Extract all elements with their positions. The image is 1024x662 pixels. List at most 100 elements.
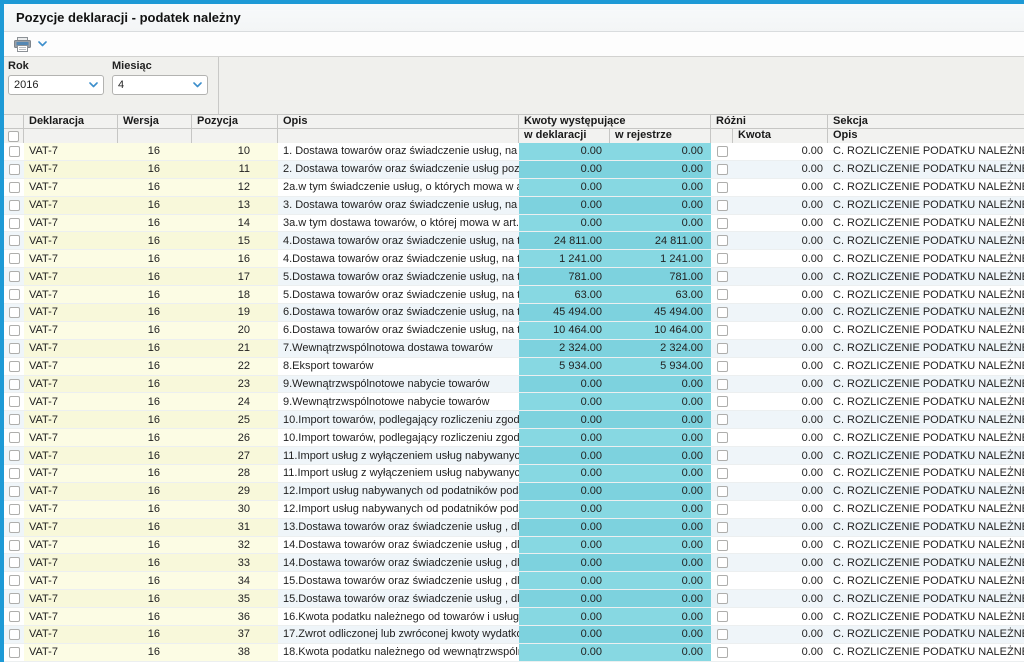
rozni-checkbox[interactable] <box>717 522 728 533</box>
rozni-checkbox[interactable] <box>717 396 728 407</box>
table-row[interactable]: VAT-7 16 21 7.Wewnątrzwspólnotowa dostaw… <box>4 340 1024 358</box>
table-row[interactable]: VAT-7 16 12 2a.w tym świadczenie usług, … <box>4 179 1024 197</box>
table-row[interactable]: VAT-7 16 29 12.Import usług nabywanych o… <box>4 483 1024 501</box>
row-checkbox[interactable] <box>9 146 20 157</box>
rozni-checkbox[interactable] <box>717 200 728 211</box>
row-checkbox[interactable] <box>9 540 20 551</box>
table-row[interactable]: VAT-7 16 16 4.Dostawa towarów oraz świad… <box>4 250 1024 268</box>
column-group-kwoty-wystepujace[interactable]: Kwoty występujące <box>519 115 711 129</box>
row-checkbox[interactable] <box>9 325 20 336</box>
row-checkbox[interactable] <box>9 379 20 390</box>
rozni-checkbox[interactable] <box>717 486 728 497</box>
rozni-checkbox[interactable] <box>717 253 728 264</box>
column-header-pozycja[interactable]: Pozycja <box>192 115 278 129</box>
column-header-w-deklaracji[interactable]: w deklaracji <box>519 129 610 143</box>
table-row[interactable]: VAT-7 16 18 5.Dostawa towarów oraz świad… <box>4 286 1024 304</box>
rozni-checkbox[interactable] <box>717 218 728 229</box>
rozni-checkbox[interactable] <box>717 164 728 175</box>
row-checkbox[interactable] <box>9 164 20 175</box>
rozni-checkbox[interactable] <box>717 361 728 372</box>
table-row[interactable]: VAT-7 16 33 14.Dostawa towarów oraz świa… <box>4 554 1024 572</box>
month-select[interactable]: 4 <box>112 75 208 95</box>
rozni-checkbox[interactable] <box>717 235 728 246</box>
rozni-checkbox[interactable] <box>717 414 728 425</box>
column-header-deklaracja[interactable]: Deklaracja <box>24 115 118 129</box>
rozni-checkbox[interactable] <box>717 307 728 318</box>
row-checkbox[interactable] <box>9 396 20 407</box>
rozni-checkbox[interactable] <box>717 647 728 658</box>
rozni-checkbox[interactable] <box>717 611 728 622</box>
table-row[interactable]: VAT-7 16 13 3. Dostawa towarów oraz świa… <box>4 197 1024 215</box>
rozni-checkbox[interactable] <box>717 468 728 479</box>
row-checkbox[interactable] <box>9 647 20 658</box>
row-checkbox[interactable] <box>9 629 20 640</box>
rozni-checkbox[interactable] <box>717 629 728 640</box>
table-row[interactable]: VAT-7 16 32 14.Dostawa towarów oraz świa… <box>4 537 1024 555</box>
row-checkbox[interactable] <box>9 468 20 479</box>
table-row[interactable]: VAT-7 16 36 16.Kwota podatku należnego o… <box>4 608 1024 626</box>
column-header-kwota[interactable]: Kwota <box>733 129 828 143</box>
rozni-checkbox[interactable] <box>717 271 728 282</box>
table-row[interactable]: VAT-7 16 37 17.Zwrot odliczonej lub zwró… <box>4 626 1024 644</box>
rozni-checkbox[interactable] <box>717 325 728 336</box>
table-row[interactable]: VAT-7 16 22 8.Eksport towarów 5 934.00 5… <box>4 358 1024 376</box>
row-checkbox[interactable] <box>9 307 20 318</box>
row-checkbox[interactable] <box>9 450 20 461</box>
table-row[interactable]: VAT-7 16 15 4.Dostawa towarów oraz świad… <box>4 232 1024 250</box>
table-row[interactable]: VAT-7 16 19 6.Dostawa towarów oraz świad… <box>4 304 1024 322</box>
row-checkbox[interactable] <box>9 200 20 211</box>
rozni-checkbox[interactable] <box>717 575 728 586</box>
rozni-checkbox[interactable] <box>717 289 728 300</box>
table-row[interactable]: VAT-7 16 38 18.Kwota podatku należnego o… <box>4 644 1024 662</box>
rozni-checkbox[interactable] <box>717 146 728 157</box>
row-checkbox[interactable] <box>9 522 20 533</box>
table-row[interactable]: VAT-7 16 14 3a.w tym dostawa towarów, o … <box>4 215 1024 233</box>
rozni-checkbox[interactable] <box>717 540 728 551</box>
table-row[interactable]: VAT-7 16 20 6.Dostawa towarów oraz świad… <box>4 322 1024 340</box>
row-checkbox[interactable] <box>9 557 20 568</box>
column-header-wersja[interactable]: Wersja <box>118 115 192 129</box>
column-group-sekcja[interactable]: Sekcja <box>828 115 1024 129</box>
column-header-w-rejestrze[interactable]: w rejestrze <box>610 129 711 143</box>
rozni-checkbox[interactable] <box>717 450 728 461</box>
row-checkbox[interactable] <box>9 504 20 515</box>
table-row[interactable]: VAT-7 16 30 12.Import usług nabywanych o… <box>4 501 1024 519</box>
table-row[interactable]: VAT-7 16 10 1. Dostawa towarów oraz świa… <box>4 143 1024 161</box>
rozni-checkbox[interactable] <box>717 182 728 193</box>
select-all-checkbox[interactable] <box>8 131 19 142</box>
column-header-opis[interactable]: Opis <box>278 115 519 129</box>
column-group-rozni[interactable]: Różni <box>711 115 828 129</box>
table-row[interactable]: VAT-7 16 28 11.Import usług z wyłączenie… <box>4 465 1024 483</box>
table-row[interactable]: VAT-7 16 11 2. Dostawa towarów oraz świa… <box>4 161 1024 179</box>
row-checkbox[interactable] <box>9 611 20 622</box>
row-checkbox[interactable] <box>9 343 20 354</box>
table-row[interactable]: VAT-7 16 34 15.Dostawa towarów oraz świa… <box>4 572 1024 590</box>
table-row[interactable]: VAT-7 16 24 9.Wewnątrzwspólnotowe nabyci… <box>4 393 1024 411</box>
table-row[interactable]: VAT-7 16 31 13.Dostawa towarów oraz świa… <box>4 519 1024 537</box>
rozni-checkbox[interactable] <box>717 432 728 443</box>
table-row[interactable]: VAT-7 16 25 10.Import towarów, podlegają… <box>4 411 1024 429</box>
table-row[interactable]: VAT-7 16 26 10.Import towarów, podlegają… <box>4 429 1024 447</box>
row-checkbox[interactable] <box>9 182 20 193</box>
row-checkbox[interactable] <box>9 432 20 443</box>
row-checkbox[interactable] <box>9 414 20 425</box>
rozni-checkbox[interactable] <box>717 593 728 604</box>
row-checkbox[interactable] <box>9 218 20 229</box>
row-checkbox[interactable] <box>9 575 20 586</box>
row-checkbox[interactable] <box>9 486 20 497</box>
rozni-checkbox[interactable] <box>717 557 728 568</box>
row-checkbox[interactable] <box>9 271 20 282</box>
table-row[interactable]: VAT-7 16 17 5.Dostawa towarów oraz świad… <box>4 268 1024 286</box>
table-row[interactable]: VAT-7 16 23 9.Wewnątrzwspólnotowe nabyci… <box>4 376 1024 394</box>
print-menu-chevron-down-icon[interactable] <box>38 41 47 47</box>
row-checkbox[interactable] <box>9 361 20 372</box>
rozni-checkbox[interactable] <box>717 343 728 354</box>
rozni-checkbox[interactable] <box>717 379 728 390</box>
year-select[interactable]: 2016 <box>8 75 104 95</box>
rozni-checkbox[interactable] <box>717 504 728 515</box>
table-row[interactable]: VAT-7 16 35 15.Dostawa towarów oraz świa… <box>4 590 1024 608</box>
row-checkbox[interactable] <box>9 289 20 300</box>
table-row[interactable]: VAT-7 16 27 11.Import usług z wyłączenie… <box>4 447 1024 465</box>
row-checkbox[interactable] <box>9 253 20 264</box>
print-button[interactable] <box>10 35 51 54</box>
